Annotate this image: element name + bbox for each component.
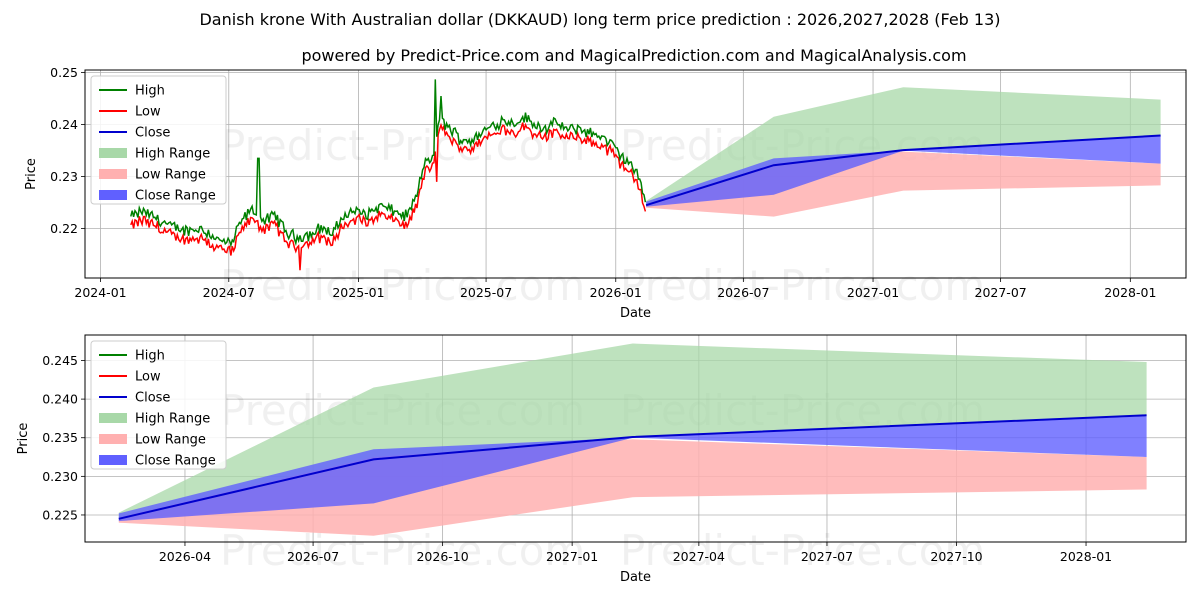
- bottom-legend-label: Low Range: [135, 433, 206, 448]
- top-x-tick-label: 2024-07: [203, 285, 255, 300]
- bottom-watermark: Predict-Price.com: [620, 526, 985, 575]
- bottom-x-tick-label: 2026-04: [159, 549, 211, 564]
- bottom-x-tick-label: 2028-01: [1060, 549, 1112, 564]
- bottom-legend-label: High Range: [135, 412, 210, 427]
- top-legend-label: High Range: [135, 147, 210, 162]
- bottom-forecast-group: [118, 343, 1147, 536]
- top-x-tick-label: 2025-01: [332, 285, 384, 300]
- bottom-x-tick-label: 2027-07: [801, 549, 853, 564]
- bottom-legend: High Low Close High Range Low Range Close Ran…: [90, 340, 227, 470]
- top-legend: High Low Close High Range Low Range Close Ran…: [90, 75, 227, 205]
- top-legend-swatch: [99, 169, 127, 179]
- top-watermark: Predict-Price.com: [220, 261, 585, 310]
- bottom-legend-label: Low: [135, 370, 161, 385]
- top-x-tick-label: 2025-07: [460, 285, 512, 300]
- top-panel: 2024-01 2024-07 2025-01 2025-07 2026-01 2026-…: [24, 65, 1187, 321]
- top-close-line: [645, 134, 1161, 207]
- bottom-x-tick-label: 2026-07: [287, 549, 339, 564]
- top-legend-label: Close Range: [135, 189, 216, 204]
- top-y-tick-label: 0.23: [50, 169, 78, 184]
- bottom-legend-label: Close: [135, 391, 170, 406]
- top-low-line: [130, 122, 647, 271]
- bottom-x-axis-label: Date: [620, 570, 651, 585]
- top-watermark: Predict-Price.com: [220, 121, 585, 170]
- top-y-axis-label: Price: [24, 158, 39, 190]
- top-x-tick-label: 2024-01: [74, 285, 126, 300]
- top-y-tick-label: 0.25: [50, 65, 78, 80]
- top-watermark: Predict-Price.com: [620, 261, 985, 310]
- top-forecast-group: [645, 87, 1161, 217]
- bottom-legend-swatch: [99, 413, 127, 423]
- bottom-legend-swatch: [99, 434, 127, 444]
- bottom-y-tick-label: 0.235: [42, 430, 78, 445]
- top-legend-label: Low: [135, 105, 161, 120]
- bottom-y-tick-label: 0.225: [42, 507, 78, 522]
- top-high-line: [130, 79, 647, 248]
- bottom-x-tick-label: 2026-10: [416, 549, 468, 564]
- top-y-tick-label: 0.24: [50, 117, 78, 132]
- bottom-close-range-band: [118, 416, 1147, 522]
- top-x-tick-label: 2026-01: [590, 285, 642, 300]
- top-x-axis-label: Date: [620, 306, 651, 321]
- bottom-y-tick-label: 0.240: [42, 392, 78, 407]
- bottom-y-axis-label: Price: [16, 423, 31, 455]
- bottom-x-tick-label: 2027-04: [673, 549, 725, 564]
- top-legend-swatch: [99, 190, 127, 200]
- bottom-watermark: Predict-Price.com: [220, 526, 585, 575]
- top-close-range-band: [646, 136, 1161, 207]
- top-x-tick-label: 2028-01: [1104, 285, 1156, 300]
- top-x-tick-label: 2027-01: [847, 285, 899, 300]
- bottom-legend-swatch: [99, 455, 127, 465]
- bottom-y-tick-label: 0.230: [42, 469, 78, 484]
- top-x-tick-label: 2026-07: [717, 285, 769, 300]
- top-legend-swatch: [99, 148, 127, 158]
- bottom-legend-label: Close Range: [135, 454, 216, 469]
- top-axes-frame: [84, 69, 1187, 279]
- bottom-axes-frame: [84, 334, 1187, 543]
- bottom-close-line: [118, 414, 1147, 520]
- bottom-y-tick-label: 0.245: [42, 353, 78, 368]
- bottom-x-tick-label: 2027-01: [546, 549, 598, 564]
- chart-title: Danish krone With Australian dollar (DKK…: [199, 10, 1000, 29]
- chart-subtitle: powered by Predict-Price.com and Magical…: [301, 46, 966, 65]
- top-legend-label: High: [135, 84, 165, 99]
- top-y-tick-label: 0.22: [50, 221, 78, 236]
- top-x-tick-label: 2027-07: [975, 285, 1027, 300]
- bottom-x-tick-label: 2027-10: [930, 549, 982, 564]
- bottom-legend-label: High: [135, 349, 165, 364]
- top-legend-label: Low Range: [135, 168, 206, 183]
- bottom-panel: 2026-04 2026-07 2026-10 2027-01 2027-04 2027-…: [16, 334, 1187, 585]
- top-legend-label: Close: [135, 126, 170, 141]
